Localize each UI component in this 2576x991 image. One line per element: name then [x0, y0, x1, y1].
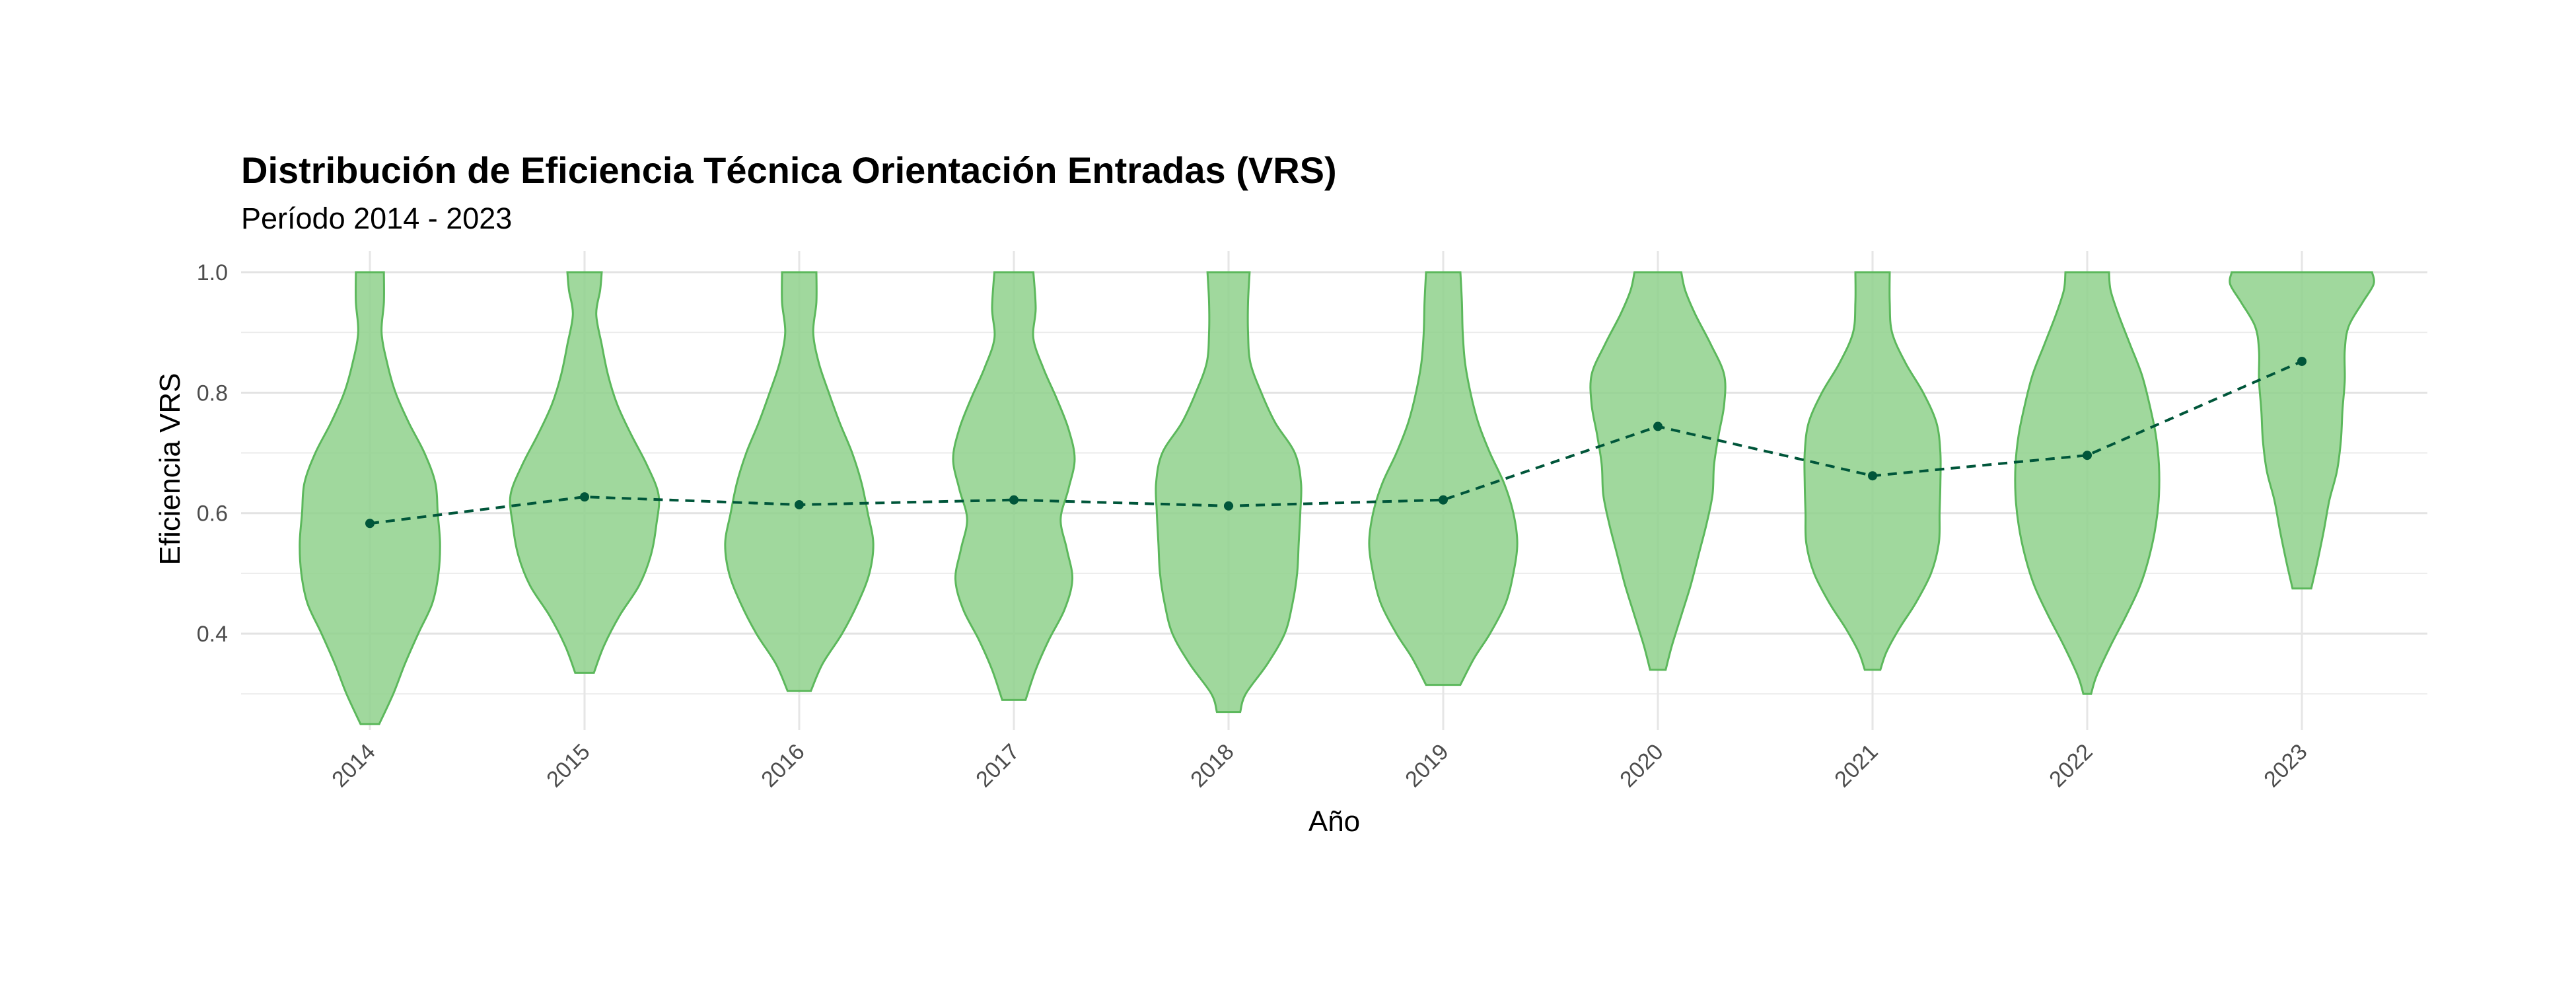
- mean-point-2018: [1224, 501, 1233, 511]
- violin-2014: [299, 271, 441, 725]
- violin-2020: [1589, 271, 1727, 671]
- x-tick-label: 2023: [2259, 739, 2312, 792]
- x-tick-label: 2017: [971, 739, 1024, 792]
- violin-2019: [1368, 271, 1519, 686]
- violin-2021: [1803, 271, 1942, 671]
- mean-line: [369, 360, 2303, 525]
- y-tick-label: 0.8: [197, 381, 228, 406]
- mean-trend: [365, 356, 2307, 529]
- y-tick-label: 0.6: [197, 501, 228, 527]
- x-tick-label: 2022: [2044, 739, 2097, 792]
- x-tick-label: 2014: [327, 739, 380, 792]
- x-axis-ticks: 2014 2015 2016 2017 2018 2019 2020 2021 2022 2023: [327, 739, 2312, 792]
- violins: [299, 271, 2375, 725]
- mean-point-2022: [2083, 451, 2092, 460]
- x-tick-label: 2019: [1400, 739, 1453, 792]
- x-tick-label: 2015: [542, 739, 594, 792]
- mean-point-2020: [1653, 422, 1663, 431]
- violin-2015: [509, 271, 661, 674]
- mean-point-2021: [1868, 471, 1877, 481]
- y-tick-label: 0.4: [197, 622, 228, 647]
- x-tick-label: 2020: [1615, 739, 1668, 792]
- violin-2016: [724, 271, 875, 692]
- y-tick-label: 1.0: [197, 260, 228, 285]
- mean-point-2015: [580, 492, 589, 502]
- mean-point-2017: [1009, 495, 1019, 505]
- x-axis-label: Año: [1308, 805, 1360, 838]
- y-axis-label: Eficiencia VRS: [154, 373, 186, 565]
- chart-title: Distribución de Eficiencia Técnica Orien…: [241, 149, 1337, 191]
- violin-2017: [952, 271, 1076, 701]
- x-tick-label: 2016: [756, 739, 809, 792]
- chart-subtitle: Período 2014 - 2023: [241, 202, 513, 235]
- x-tick-label: 2021: [1830, 739, 1882, 792]
- mean-point-2016: [795, 499, 804, 509]
- mean-point-2023: [2297, 356, 2307, 366]
- y-axis-ticks: 0.4 0.6 0.8 1.0: [197, 260, 228, 647]
- violin-2023: [2229, 271, 2375, 590]
- mean-point-2014: [365, 519, 375, 529]
- violin-2022: [2014, 271, 2161, 695]
- mean-point-2019: [1439, 495, 1448, 505]
- x-tick-label: 2018: [1186, 739, 1238, 792]
- violin-2018: [1155, 271, 1303, 714]
